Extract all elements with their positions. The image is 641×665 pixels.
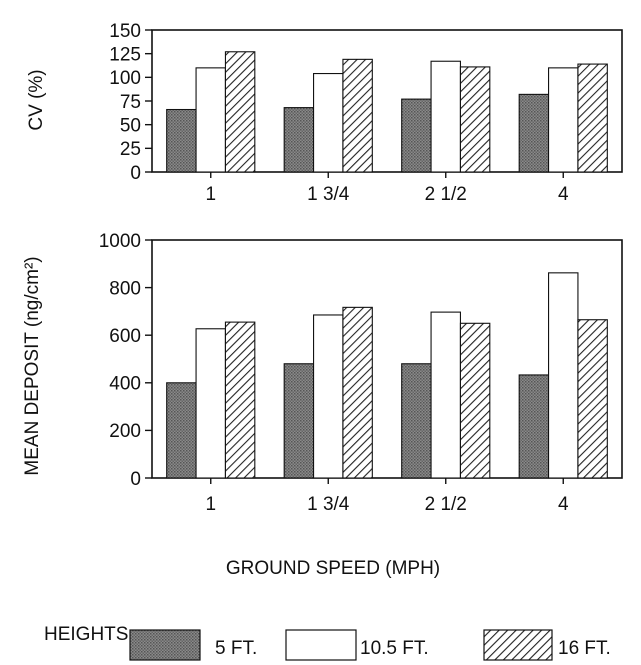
legend-item-16ft: 16 FT. bbox=[483, 629, 611, 661]
y-tick-label: 25 bbox=[120, 139, 141, 160]
x-tick-label: 4 bbox=[558, 184, 569, 205]
legend-swatch-16ft bbox=[483, 629, 553, 661]
bar-16ft bbox=[224, 51, 256, 173]
x-tick-label: 1 bbox=[205, 184, 216, 205]
y-tick-label: 1000 bbox=[99, 231, 141, 252]
bar-10-5ft bbox=[195, 328, 226, 479]
bar-16ft bbox=[342, 306, 373, 479]
bar-16ft bbox=[342, 58, 373, 173]
x-tick-label: 1 bbox=[205, 494, 216, 515]
y-tick-label: 0 bbox=[130, 163, 141, 184]
bar-10-5ft bbox=[195, 67, 226, 173]
bar-16ft bbox=[577, 319, 608, 479]
y-tick-label: 150 bbox=[109, 21, 141, 42]
plot-frame bbox=[151, 239, 623, 479]
bar-5ft bbox=[283, 107, 315, 173]
x-tick-label: 1 3/4 bbox=[307, 494, 350, 515]
x-tick-label: 1 3/4 bbox=[307, 184, 350, 205]
y-tick-label: 0 bbox=[130, 469, 141, 490]
bar-10-5ft bbox=[430, 60, 461, 173]
legend-title: HEIGHTS: bbox=[44, 624, 134, 645]
y-tick-label: 50 bbox=[120, 116, 141, 137]
legend-label-5ft: 5 FT. bbox=[215, 638, 257, 659]
y-tick-label: 400 bbox=[109, 374, 141, 395]
bar-10-5ft bbox=[548, 272, 579, 479]
legend-swatch-10-5ft bbox=[285, 629, 357, 661]
y-tick-label: 75 bbox=[120, 92, 141, 113]
bar-16ft bbox=[459, 322, 491, 479]
deposit-y-axis-label: MEAN DEPOSIT (ng/cm²) bbox=[22, 256, 43, 475]
bar-10-5ft bbox=[430, 311, 461, 479]
bar-5ft bbox=[401, 363, 432, 479]
y-tick-label: 600 bbox=[109, 326, 141, 347]
bar-5ft bbox=[166, 382, 197, 479]
bar-10-5ft bbox=[313, 314, 344, 479]
y-tick-label: 100 bbox=[109, 68, 141, 89]
legend-item-10-5ft: 10.5 FT. bbox=[285, 629, 429, 661]
deposit-chart: MEAN DEPOSIT (ng/cm²) 0 200 400 600 800 1000 1… bbox=[22, 231, 623, 579]
bar-16ft bbox=[577, 63, 608, 173]
cv-y-axis-label: CV (%) bbox=[26, 69, 47, 130]
bar-16ft bbox=[224, 321, 256, 479]
bar-10-5ft bbox=[548, 67, 579, 173]
y-tick-label: 800 bbox=[109, 278, 141, 299]
legend-label-16ft: 16 FT. bbox=[558, 638, 611, 659]
x-tick-label: 4 bbox=[558, 494, 569, 515]
bar-5ft bbox=[401, 98, 432, 173]
y-tick-label: 200 bbox=[109, 421, 141, 442]
x-tick-label: 2 1/2 bbox=[425, 494, 467, 515]
x-axis-label: GROUND SPEED (MPH) bbox=[226, 558, 440, 579]
bar-10-5ft bbox=[313, 72, 344, 173]
bar-16ft bbox=[459, 66, 491, 173]
bar-5ft bbox=[518, 93, 550, 173]
legend-swatch-5ft bbox=[129, 629, 201, 661]
legend-item-5ft: 5 FT. bbox=[129, 629, 257, 661]
legend: HEIGHTS: 5 FT. 10.5 FT. 16 FT. bbox=[44, 624, 611, 661]
bar-5ft bbox=[518, 374, 550, 479]
y-tick-label: 125 bbox=[109, 45, 141, 66]
x-tick-label: 2 1/2 bbox=[425, 184, 467, 205]
legend-label-10-5ft: 10.5 FT. bbox=[360, 638, 429, 659]
bar-5ft bbox=[283, 363, 315, 479]
deposit-plot-area: 0 200 400 600 800 1000 1 1 3/4 2 1/2 4 bbox=[99, 231, 623, 515]
bar-5ft bbox=[166, 108, 197, 173]
